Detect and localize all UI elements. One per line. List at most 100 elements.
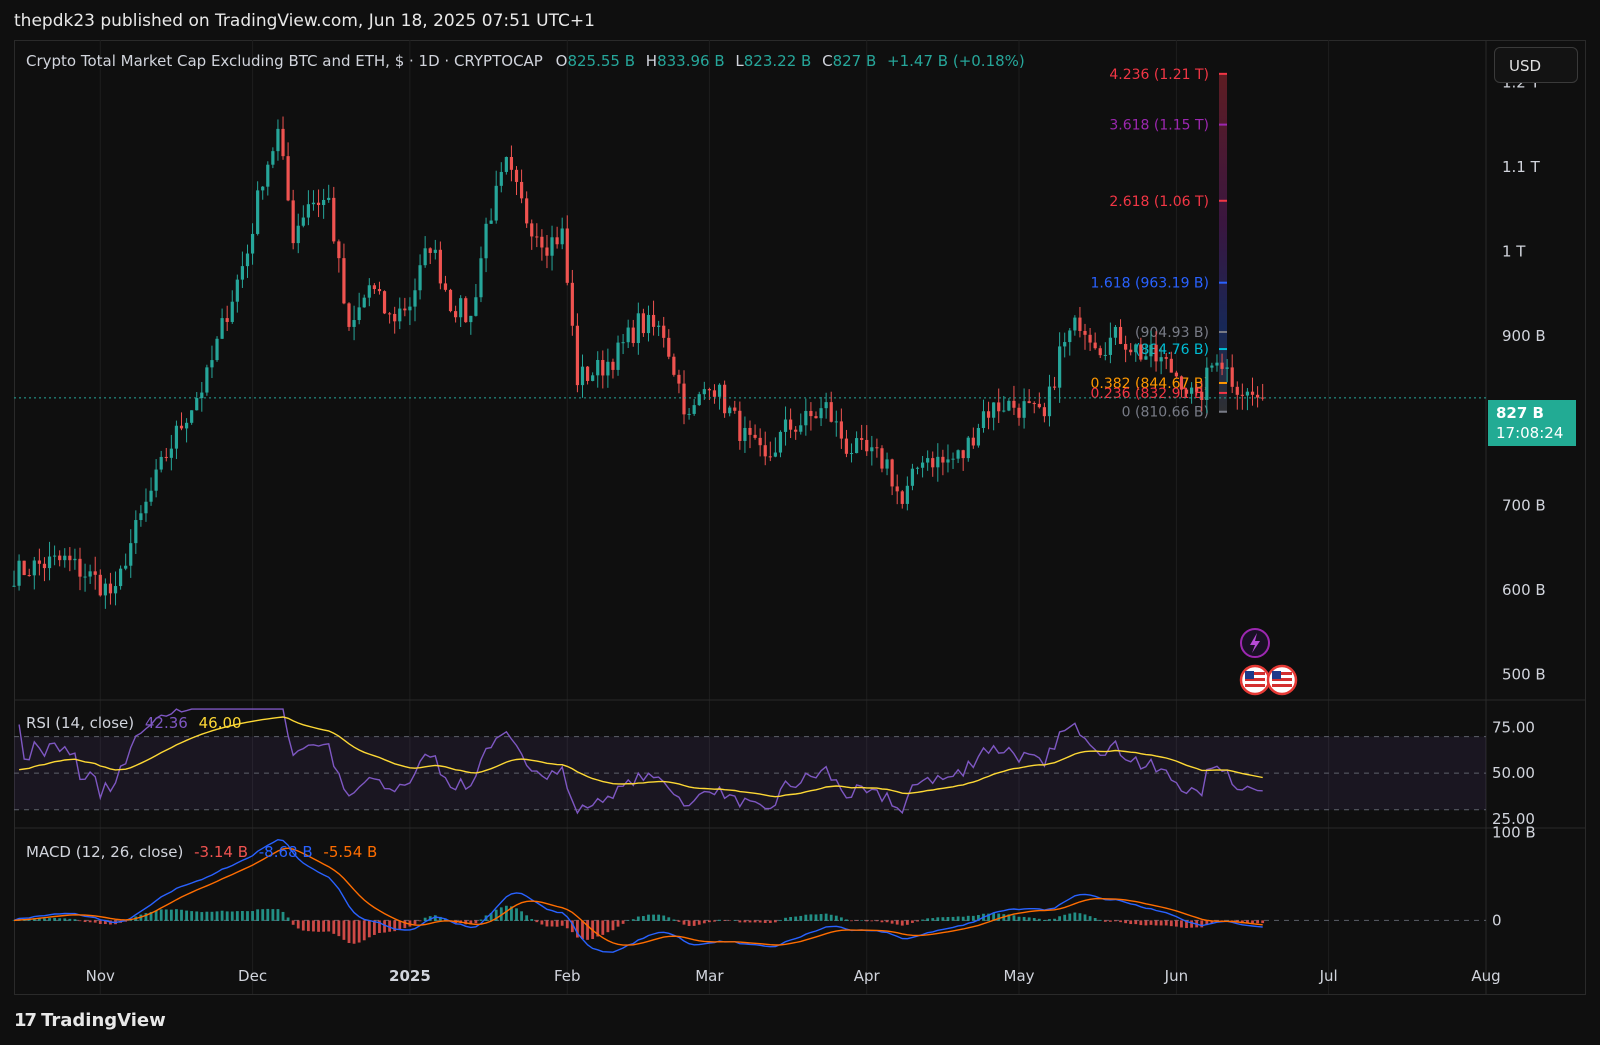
us-flag-event-icon[interactable]: [1266, 664, 1298, 696]
macd-histogram-bar: [159, 909, 163, 921]
candle: [748, 420, 752, 449]
candle: [1129, 343, 1133, 356]
macd-label: MACD (12, 26, close): [26, 843, 184, 861]
candle: [164, 447, 168, 462]
macd-histogram-bar: [576, 920, 579, 938]
candle: [1215, 354, 1219, 372]
candle: [266, 161, 270, 196]
macd-histogram-bar: [205, 911, 209, 921]
candle: [545, 235, 549, 269]
candle: [743, 416, 747, 453]
candle: [1144, 343, 1148, 360]
macd-histogram-bar: [58, 918, 62, 921]
macd-histogram-bar: [43, 918, 46, 921]
chart-frame: [14, 40, 1586, 995]
macd-histogram-bar: [423, 917, 427, 921]
macd-histogram-bar: [1103, 920, 1107, 922]
macd-histogram-bar: [68, 918, 72, 921]
macd-histogram-bar: [865, 920, 869, 922]
macd-histogram-bar: [367, 920, 371, 938]
macd-histogram-bar: [784, 917, 787, 921]
us-flag-event-icon[interactable]: [1239, 664, 1271, 696]
candle: [697, 391, 701, 406]
candle: [413, 278, 417, 322]
lightning-event-icon[interactable]: [1240, 628, 1270, 658]
macd-value: -8.68 B: [258, 843, 313, 861]
macd-histogram-bar: [271, 909, 275, 921]
candle: [423, 236, 427, 268]
macd-histogram-bar: [307, 920, 310, 932]
macd-histogram-bar: [672, 919, 676, 921]
candle: [103, 578, 107, 609]
time-tick-label: Jun: [1164, 967, 1188, 985]
macd-histogram-bar: [1246, 920, 1249, 924]
candle: [966, 435, 970, 462]
macd-histogram-bar: [1200, 920, 1204, 928]
candle: [159, 450, 163, 473]
macd-histogram-bar: [819, 914, 823, 921]
macd-histogram-bar: [850, 920, 853, 922]
candle: [1139, 337, 1143, 362]
candle: [814, 411, 818, 419]
rsi-ma-line: [19, 716, 1263, 798]
macd-histogram-bar: [636, 916, 640, 921]
macd-histogram-bar: [225, 911, 229, 921]
macd-histogram-bar: [885, 920, 889, 923]
candle: [1250, 377, 1255, 406]
macd-histogram-bar: [834, 915, 838, 921]
fib-label: 4.236 (1.21 T): [1109, 67, 1209, 83]
macd-histogram-bar: [824, 913, 828, 921]
macd-histogram-bar: [626, 920, 630, 921]
candle: [875, 438, 879, 458]
candle: [1098, 345, 1102, 358]
macd-histogram-bar: [362, 920, 366, 941]
macd-histogram-bar: [1180, 920, 1183, 928]
candle: [311, 190, 316, 211]
macd-histogram-bar: [1027, 917, 1031, 921]
candle: [611, 358, 615, 379]
macd-histogram-bar: [398, 920, 402, 930]
macd-histogram-bar: [743, 920, 747, 923]
tradingview-logo[interactable]: 17 TradingView: [14, 1010, 166, 1031]
fib-label: 1.618 (963.19 B): [1091, 276, 1210, 292]
candle: [83, 563, 87, 592]
legend-open: 825.55 B: [567, 52, 635, 70]
candle: [677, 369, 681, 394]
candle: [1225, 359, 1229, 383]
macd-histogram-bar: [301, 920, 305, 931]
candle: [961, 449, 965, 471]
macd-histogram-bar: [1058, 916, 1062, 921]
candle: [301, 205, 305, 228]
candle: [1012, 385, 1016, 416]
candle: [58, 550, 62, 567]
candle: [1007, 398, 1011, 412]
candle: [210, 345, 214, 379]
macd-histogram-bar: [900, 920, 904, 926]
macd-histogram-bar: [215, 911, 219, 921]
candle: [382, 290, 387, 315]
macd-histogram-bar: [12, 920, 16, 921]
macd-histogram-bar: [444, 918, 447, 921]
candle: [113, 571, 118, 606]
candle: [372, 283, 376, 294]
fib-label: (884.76 B): [1135, 342, 1209, 358]
macd-tick-label: 0: [1492, 911, 1502, 929]
macd-histogram-bar: [169, 909, 173, 921]
rsi-tick-label: 50.00: [1492, 764, 1535, 782]
candle: [687, 408, 691, 420]
legend-close-label: C: [822, 52, 833, 70]
candle: [235, 274, 239, 313]
currency-button[interactable]: USD: [1494, 47, 1578, 83]
candle: [1052, 376, 1057, 391]
macd-signal-value: -5.54 B: [323, 843, 378, 861]
candle: [484, 217, 488, 273]
macd-histogram-bar: [190, 911, 194, 921]
candle: [504, 156, 508, 175]
macd-histogram-bar: [235, 911, 239, 921]
macd-histogram-bar: [494, 909, 498, 921]
candle: [322, 188, 326, 219]
macd-histogram-bar: [692, 920, 696, 926]
rsi-label: RSI (14, close): [26, 714, 135, 732]
candle: [68, 547, 72, 572]
